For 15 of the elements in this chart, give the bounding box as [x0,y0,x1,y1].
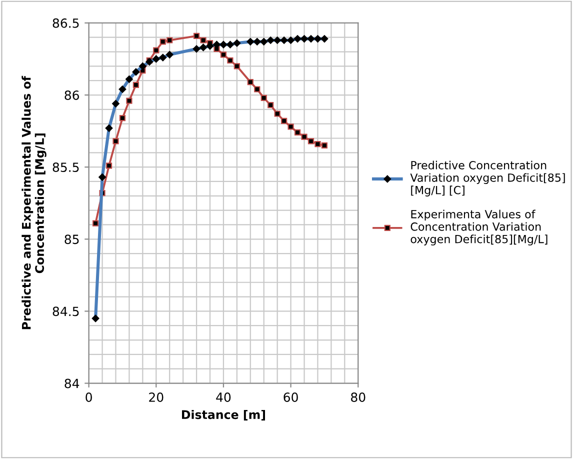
x-axis-title: Distance [m] [182,410,265,420]
y-tick-label: 86.5 [52,18,79,28]
x-tick-label: 40 [216,392,231,402]
y-tick-label: 84 [64,378,80,388]
y-tick-label: 84.5 [52,306,79,316]
y-tick-label: 86 [64,90,79,100]
x-tick-label: 20 [149,392,164,402]
y-tick-label: 85 [64,234,79,244]
y-axis-title: Predictive and Experimental Values of Concentration [Mg/L] [22,76,46,330]
y-tick-label: 85.5 [52,162,79,172]
x-tick-label: 80 [351,392,366,402]
legend-label: Experimenta Values of Concentration Variation oxygen Deficit[85][Mg/L] [410,210,548,246]
x-tick-label: 0 [86,392,92,402]
x-tick-label: 60 [284,392,298,402]
legend-label: Predictive Concentration Variation oxygen Deficit[85] [Mg/L] [C] [410,160,565,196]
